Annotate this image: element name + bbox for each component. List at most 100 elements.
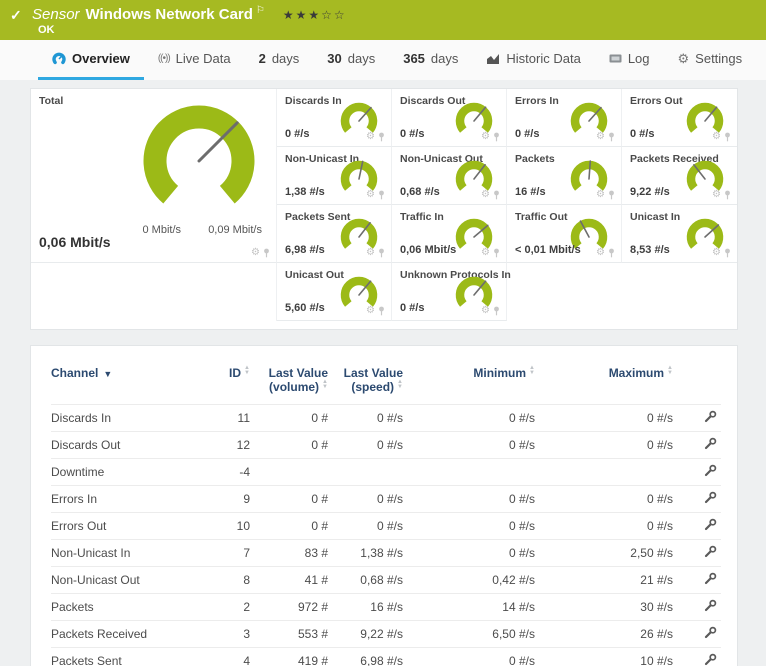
- pin-icon[interactable]: [493, 132, 500, 142]
- tab-label: Settings: [695, 51, 743, 66]
- sort-icon: ▲ ▼: [667, 365, 673, 376]
- gauge-settings-gear-icon[interactable]: ⚙: [712, 189, 721, 200]
- maximum-value: 0 #/s: [541, 404, 679, 432]
- edit-channel-icon[interactable]: [703, 464, 717, 478]
- flag-icon[interactable]: ⚐: [255, 5, 265, 16]
- gauge-dial: [335, 273, 383, 318]
- gauge-settings-gear-icon[interactable]: ⚙: [481, 305, 490, 316]
- gauge-settings-gear-icon[interactable]: ⚙: [366, 305, 375, 316]
- gauge-dial: [335, 99, 383, 144]
- pin-icon[interactable]: [724, 248, 731, 258]
- pin-icon[interactable]: [263, 248, 270, 258]
- gauge-settings-gear-icon[interactable]: ⚙: [596, 131, 605, 142]
- gauge-settings-gear-icon[interactable]: ⚙: [366, 189, 375, 200]
- gauge-title: Total: [39, 95, 64, 107]
- channel-name: Downtime: [51, 458, 201, 486]
- edit-channel-icon[interactable]: [703, 599, 717, 613]
- last-value-volume: 83 #: [256, 539, 334, 567]
- gauge-settings-gear-icon[interactable]: ⚙: [481, 247, 490, 258]
- pin-icon[interactable]: [608, 132, 615, 142]
- gauge-actions: ⚙: [712, 131, 731, 142]
- log-icon: [609, 53, 622, 64]
- column-label: Channel: [51, 366, 99, 380]
- gauge-actions: ⚙: [481, 247, 500, 258]
- last-value-speed: 0 #/s: [334, 404, 409, 432]
- edit-channel-icon[interactable]: [703, 518, 717, 532]
- column-header-last-value-speed[interactable]: Last Value (speed) ▲ ▼: [334, 352, 409, 405]
- edit-channel-icon[interactable]: [703, 545, 717, 559]
- tab-overview[interactable]: Overview: [38, 40, 144, 80]
- last-value-volume: 0 #: [256, 512, 334, 540]
- gauge-settings-gear-icon[interactable]: ⚙: [366, 247, 375, 258]
- gauge-settings-gear-icon[interactable]: ⚙: [712, 131, 721, 142]
- broadcast-icon: ((•)): [157, 53, 171, 64]
- priority-stars[interactable]: ★★★☆☆: [282, 8, 347, 22]
- last-value-speed: 1,38 #/s: [334, 539, 409, 567]
- maximum-value: 0 #/s: [541, 512, 679, 540]
- edit-channel-cell: [679, 647, 721, 666]
- channel-name: Errors In: [51, 485, 201, 513]
- gauge-actions: ⚙: [481, 189, 500, 200]
- pin-icon[interactable]: [493, 190, 500, 200]
- edit-channel-icon[interactable]: [703, 410, 717, 424]
- pin-icon[interactable]: [378, 190, 385, 200]
- minimum-value: 0 #/s: [409, 647, 541, 666]
- gauge-grid-empty-cell: [622, 263, 737, 321]
- column-header-channel[interactable]: Channel ▼: [51, 352, 201, 405]
- edit-channel-icon[interactable]: [703, 653, 717, 666]
- tab-historic-data[interactable]: Historic Data: [472, 40, 594, 80]
- tab-settings[interactable]: ⚙ Settings: [664, 40, 757, 80]
- edit-channel-cell: [679, 620, 721, 648]
- pin-icon[interactable]: [724, 132, 731, 142]
- column-label: Last Value: [268, 366, 328, 380]
- gauge-settings-gear-icon[interactable]: ⚙: [596, 189, 605, 200]
- edit-channel-icon[interactable]: [703, 572, 717, 586]
- gauge-title: Non-Unicast In: [285, 153, 360, 165]
- gauge-title: Traffic In: [400, 211, 444, 223]
- pin-icon[interactable]: [378, 306, 385, 316]
- column-header-id[interactable]: ID ▲ ▼: [201, 352, 256, 405]
- column-label: ID: [229, 366, 242, 380]
- table-row-errors-out: Errors Out 10 0 #0 #/s 0 #/s 0 #/s: [51, 512, 721, 540]
- last-value-speed: 9,22 #/s: [334, 620, 409, 648]
- gauge-unknown-protocols-in: Unknown Protocols In 0 #/s ⚙: [392, 263, 511, 321]
- channel-id: 2: [201, 593, 256, 621]
- tab-bar: Overview ((•)) Live Data 2 days 30 days …: [0, 40, 766, 80]
- tab-live-data[interactable]: ((•)) Live Data: [144, 40, 245, 80]
- channel-name: Errors Out: [51, 512, 201, 540]
- pin-icon[interactable]: [608, 190, 615, 200]
- edit-channel-icon[interactable]: [703, 626, 717, 640]
- column-header-last-value-volume[interactable]: Last Value (volume) ▲ ▼: [256, 352, 334, 405]
- tab-log[interactable]: Log: [595, 40, 664, 80]
- gauge-settings-gear-icon[interactable]: ⚙: [366, 131, 375, 142]
- gauge-value: 0,68 #/s: [400, 186, 440, 198]
- pin-icon[interactable]: [493, 306, 500, 316]
- column-header-minimum[interactable]: Minimum ▲ ▼: [409, 352, 541, 405]
- minimum-value: 0 #/s: [409, 485, 541, 513]
- tab-365-days[interactable]: 365 days: [389, 40, 472, 80]
- last-value-speed: 0,68 #/s: [334, 566, 409, 594]
- maximum-value: 2,50 #/s: [541, 539, 679, 567]
- pin-icon[interactable]: [378, 132, 385, 142]
- channel-name: Discards In: [51, 404, 201, 432]
- gauge-settings-gear-icon[interactable]: ⚙: [596, 247, 605, 258]
- tab-30-days[interactable]: 30 days: [313, 40, 389, 80]
- edit-channel-icon[interactable]: [703, 491, 717, 505]
- last-value-speed: 0 #/s: [334, 485, 409, 513]
- gauge-settings-gear-icon[interactable]: ⚙: [712, 247, 721, 258]
- gauge-settings-gear-icon[interactable]: ⚙: [251, 247, 260, 258]
- gauge-actions: ⚙: [366, 305, 385, 316]
- column-header-maximum[interactable]: Maximum ▲ ▼: [541, 352, 679, 405]
- gauge-traffic-out: Traffic Out < 0,01 Mbit/s ⚙: [507, 205, 622, 263]
- tab-2-days[interactable]: 2 days: [245, 40, 314, 80]
- gauge-dial: [681, 157, 729, 202]
- sort-icon: ▲ ▼: [529, 365, 535, 376]
- pin-icon[interactable]: [608, 248, 615, 258]
- pin-icon[interactable]: [378, 248, 385, 258]
- gauge-settings-gear-icon[interactable]: ⚙: [481, 189, 490, 200]
- pin-icon[interactable]: [724, 190, 731, 200]
- pin-icon[interactable]: [493, 248, 500, 258]
- gauge-settings-gear-icon[interactable]: ⚙: [481, 131, 490, 142]
- edit-channel-icon[interactable]: [703, 437, 717, 451]
- last-value-speed: 0 #/s: [334, 512, 409, 540]
